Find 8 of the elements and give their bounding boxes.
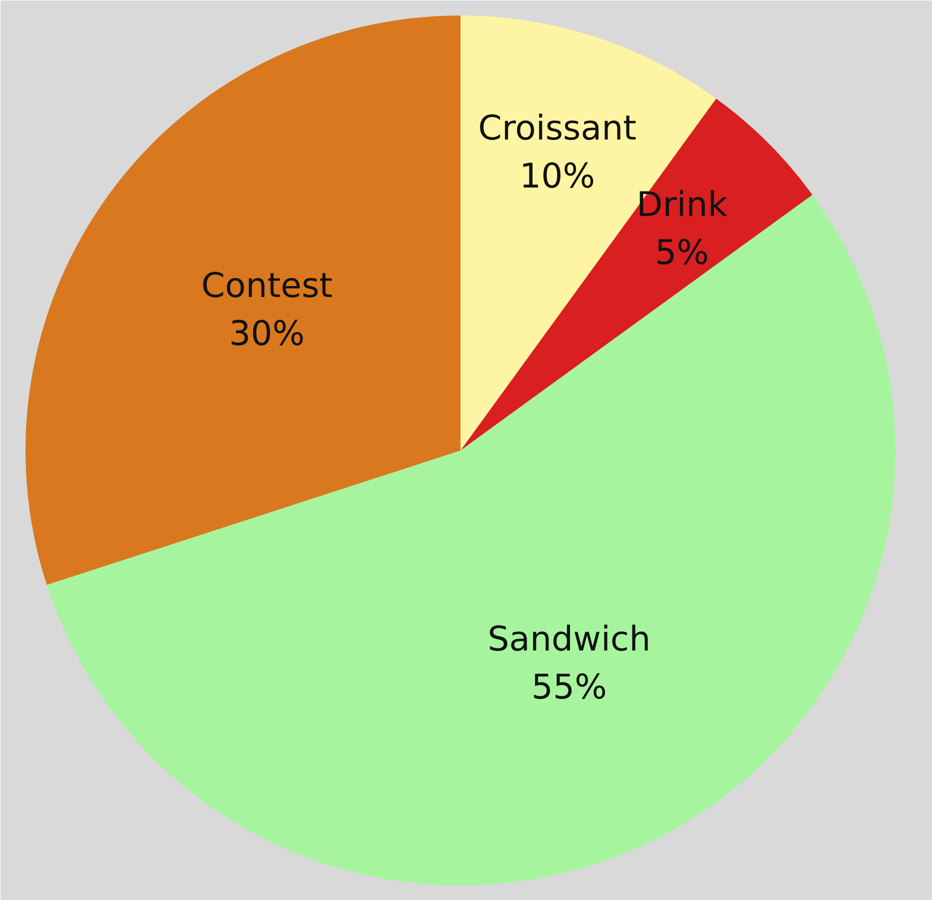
slice-label: Contest xyxy=(201,266,333,306)
data-label: 5% xyxy=(654,233,709,274)
data-label: 55% xyxy=(531,668,607,708)
slice-label: Drink xyxy=(636,185,728,226)
data-label: 30% xyxy=(229,314,305,354)
slice-label: Croissant xyxy=(478,108,636,149)
data-label: 10% xyxy=(520,156,596,197)
slice-label: Sandwich xyxy=(488,620,651,660)
